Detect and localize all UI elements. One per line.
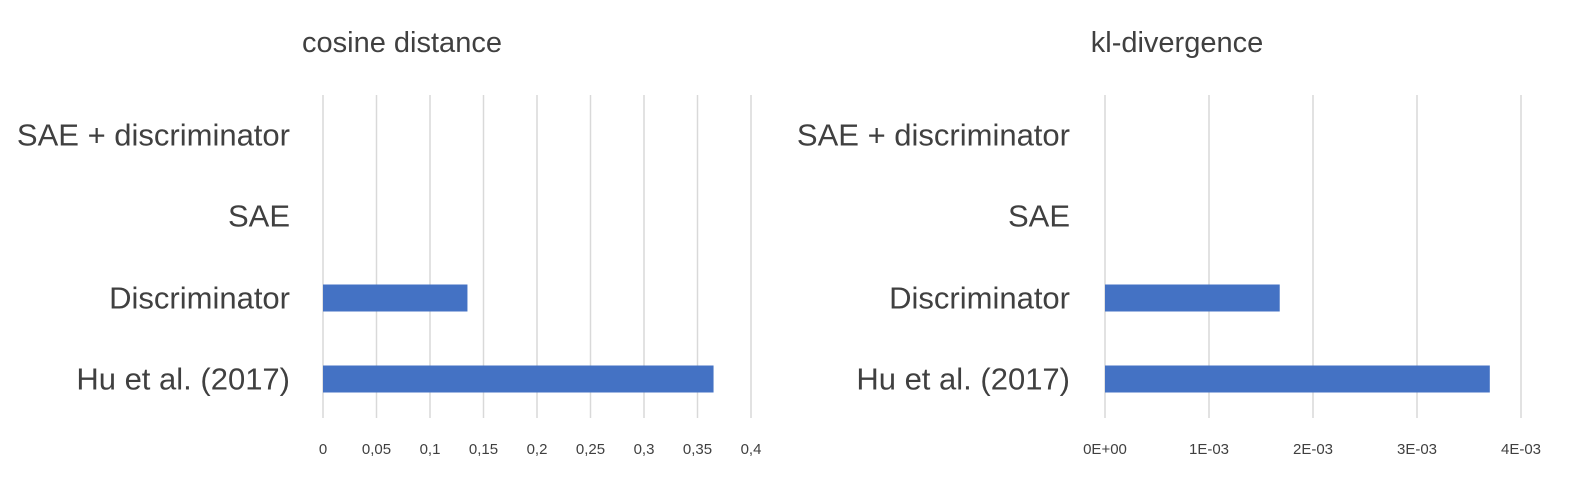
cosine-distance-tick-label-6: 0,3 — [634, 441, 655, 458]
chart-title-cosine-distance: cosine distance — [302, 27, 502, 59]
kl-divergence-bar-discriminator — [1105, 284, 1280, 312]
chart-title-kl-divergence: kl-divergence — [1091, 27, 1263, 59]
cosine-distance-tick-label-2: 0,1 — [420, 441, 441, 458]
kl-divergence-category-label-discriminator: Discriminator — [889, 281, 1070, 316]
kl-divergence-tick-label-3: 3E-03 — [1397, 441, 1437, 458]
cosine-distance-tick-label-3: 0,15 — [469, 441, 498, 458]
cosine-distance-category-label-discriminator: Discriminator — [109, 281, 290, 316]
cosine-distance-tick-label-8: 0,4 — [741, 441, 762, 458]
kl-divergence-tick-label-4: 4E-03 — [1501, 441, 1541, 458]
cosine-distance-chart: cosine distance 0 0,05 0,1 0,15 0,2 0,25 0,3 0,… — [17, 27, 762, 458]
kl-divergence-tick-label-0: 0E+00 — [1083, 441, 1127, 458]
cosine-distance-category-label-hu-et-al-2017: Hu et al. (2017) — [76, 362, 290, 397]
cosine-distance-tick-label-7: 0,35 — [683, 441, 712, 458]
cosine-distance-tick-label-0: 0 — [319, 441, 327, 458]
kl-divergence-category-label-sae: SAE — [1008, 199, 1070, 234]
cosine-distance-tick-label-4: 0,2 — [527, 441, 548, 458]
cosine-distance-bar-hu-et-al-2017 — [323, 365, 714, 393]
cosine-distance-tick-label-5: 0,25 — [576, 441, 605, 458]
kl-divergence-chart: kl-divergence 0E+00 1E-03 2E-03 3E-03 4E-03 S… — [797, 27, 1541, 458]
kl-divergence-category-label-hu-et-al-2017: Hu et al. (2017) — [856, 362, 1070, 397]
kl-divergence-bar-hu-et-al-2017 — [1105, 365, 1490, 393]
cosine-distance-category-label-sae-discriminator: SAE + discriminator — [17, 118, 290, 153]
cosine-distance-bar-discriminator — [323, 284, 468, 312]
cosine-distance-category-label-sae: SAE — [228, 199, 290, 234]
kl-divergence-category-label-sae-discriminator: SAE + discriminator — [797, 118, 1070, 153]
kl-divergence-tick-label-1: 1E-03 — [1189, 441, 1229, 458]
cosine-distance-tick-label-1: 0,05 — [362, 441, 391, 458]
kl-divergence-tick-label-2: 2E-03 — [1293, 441, 1333, 458]
